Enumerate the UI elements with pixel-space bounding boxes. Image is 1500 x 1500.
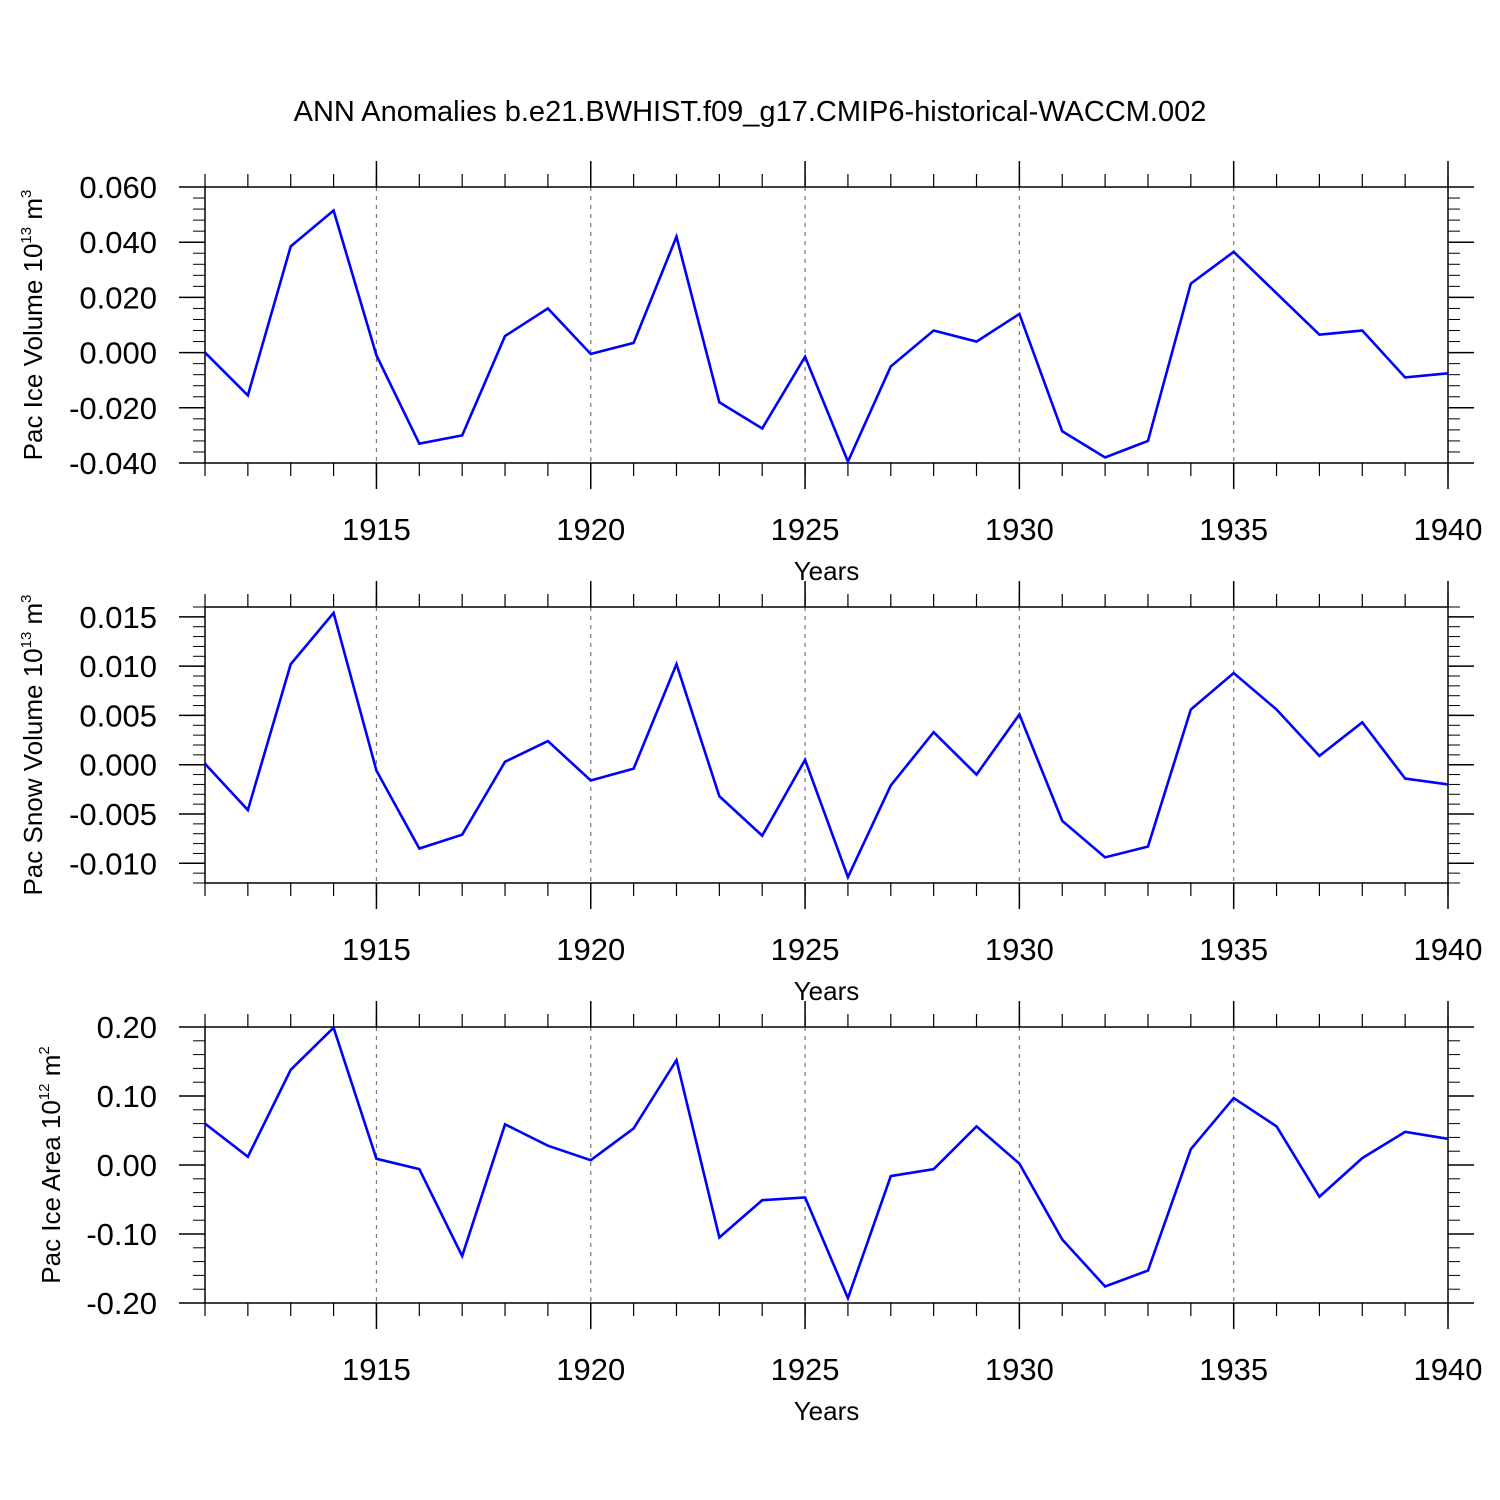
x-tick-label: 1930: [985, 512, 1054, 547]
x-tick-label: 1915: [342, 512, 411, 547]
x-axis-label: Years: [794, 1396, 860, 1426]
y-tick-label: 0.005: [79, 698, 157, 733]
y-tick-label: 0.010: [79, 649, 157, 684]
y-axis-label: Pac Ice Area 1012 m2: [36, 1046, 66, 1283]
x-tick-label: 1915: [342, 1352, 411, 1387]
y-axis-label: Pac Snow Volume 1013 m3: [18, 594, 48, 895]
y-tick-label: -0.005: [69, 797, 157, 832]
y-tick-label: 0.000: [79, 336, 157, 371]
x-tick-label: 1920: [556, 1352, 625, 1387]
data-series-line: [204, 610, 1449, 881]
y-tick-label: -0.040: [69, 446, 157, 481]
y-tick-label: 0.10: [97, 1079, 157, 1114]
chart-panel-3: 1915 1920 1925 1930 1935 1940 -0.20 -0.10 0.00 0.…: [36, 1001, 1482, 1426]
x-tick-label: 1925: [771, 932, 840, 967]
x-tick-label: 1930: [985, 1352, 1054, 1387]
plot-frame: [204, 606, 1449, 884]
y-tick-label: 0.000: [79, 748, 157, 783]
x-tick-label: 1935: [1199, 1352, 1268, 1387]
x-tick-label: 1930: [985, 932, 1054, 967]
x-axis-label: Years: [794, 976, 860, 1006]
y-tick-label: 0.00: [97, 1148, 157, 1183]
chart-panel-2: 1915 1920 1925 1930 1935 1940 -0.010 -0.005 0.00…: [18, 581, 1482, 1006]
x-axis-label: Years: [794, 556, 860, 586]
plot-frame: [204, 186, 1449, 464]
y-tick-label: -0.020: [69, 391, 157, 426]
y-tick-label: -0.010: [69, 846, 157, 881]
y-tick-label: 0.20: [97, 1010, 157, 1045]
y-tick-label: -0.20: [86, 1286, 157, 1321]
x-tick-label: 1940: [1414, 932, 1483, 967]
page-title: ANN Anomalies b.e21.BWHIST.f09_g17.CMIP6…: [293, 96, 1207, 128]
y-tick-label: -0.10: [86, 1217, 157, 1252]
x-tick-label: 1940: [1414, 1352, 1483, 1387]
x-tick-label: 1935: [1199, 512, 1268, 547]
x-tick-label: 1935: [1199, 932, 1268, 967]
x-tick-label: 1925: [771, 1352, 840, 1387]
data-series-line: [204, 208, 1449, 465]
y-tick-label: 0.015: [79, 600, 157, 635]
y-tick-label: 0.020: [79, 280, 157, 315]
x-tick-label: 1920: [556, 512, 625, 547]
x-tick-label: 1915: [342, 932, 411, 967]
plot-frame: [204, 1026, 1449, 1304]
y-axis-label: Pac Ice Volume 1013 m3: [18, 190, 48, 461]
y-tick-label: 0.040: [79, 225, 157, 260]
y-tick-label: 0.060: [79, 170, 157, 205]
data-series-line: [204, 1025, 1449, 1302]
x-tick-label: 1925: [771, 512, 840, 547]
chart-panel-1: 1915 1920 1925 1930 1935 1940 -0.040 -0.020 0.00…: [18, 161, 1482, 586]
x-tick-label: 1920: [556, 932, 625, 967]
x-tick-label: 1940: [1414, 512, 1483, 547]
